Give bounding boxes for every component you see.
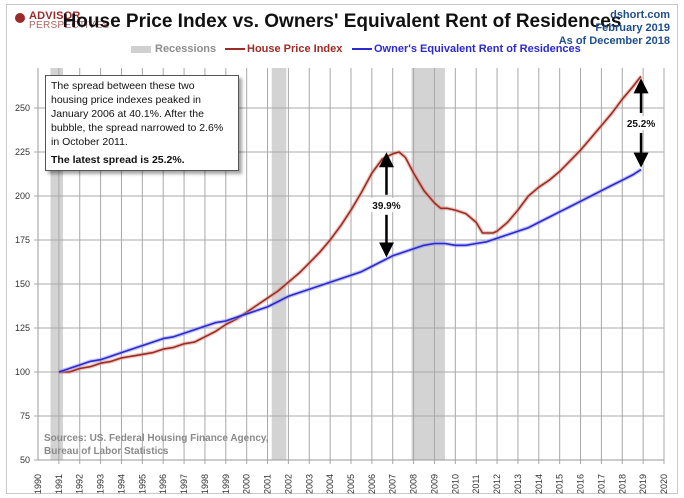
y-tick-label: 125: [15, 323, 30, 333]
spread-label: 25.2%: [627, 119, 655, 130]
x-tick-label: 2017: [596, 474, 606, 494]
x-tick-label: 2005: [346, 474, 356, 494]
x-tick-label: 1991: [54, 474, 64, 494]
x-tick-label: 2010: [450, 474, 460, 494]
y-tick-label: 225: [15, 147, 30, 157]
x-tick-label: 2016: [576, 474, 586, 494]
x-tick-label: 2009: [429, 474, 439, 494]
y-tick-label: 100: [15, 367, 30, 377]
x-tick-label: 1996: [158, 474, 168, 494]
x-tick-label: 2018: [617, 474, 627, 494]
series-glow: [58, 167, 643, 374]
x-tick-label: 2013: [513, 474, 523, 494]
spread-annotation-box: The spread between these two housing pri…: [45, 75, 239, 171]
legend-label-oer: Owner's Equivalent Rent of Residences: [374, 43, 581, 55]
recession-band: [411, 68, 445, 460]
spread-label: 39.9%: [372, 201, 400, 212]
x-tick-label: 2019: [638, 474, 648, 494]
series-owners-equivalent-rent: [58, 168, 642, 373]
logo-line2: PERSPECTIVES: [29, 20, 110, 31]
x-tick-label: 1998: [200, 474, 210, 494]
annotation-text: The spread between these two housing pri…: [51, 80, 224, 148]
x-tick-label: 2012: [492, 474, 502, 494]
y-tick-label: 175: [15, 235, 30, 245]
x-tick-label: 2000: [242, 474, 252, 494]
y-tick-label: 75: [20, 411, 30, 421]
x-tick-label: 1993: [96, 474, 106, 494]
x-tick-label: 2015: [555, 474, 565, 494]
recession-swatch: [131, 45, 151, 53]
x-tick-label: 2004: [325, 474, 335, 494]
y-tick-label: 150: [15, 279, 30, 289]
source-site: dshort.com: [610, 9, 670, 21]
x-tick-label: 2020: [659, 474, 669, 494]
x-tick-label: 2001: [263, 474, 273, 494]
x-tick-label: 1999: [221, 474, 231, 494]
legend-item-hpi: House Price Index: [225, 43, 342, 55]
logo-line1: ADVISOR: [29, 10, 81, 22]
legend-label-hpi: House Price Index: [247, 43, 343, 55]
legend-item-oer: Owner's Equivalent Rent of Residences: [352, 43, 581, 55]
x-tick-label: 2006: [367, 474, 377, 494]
legend-label-recessions: Recessions: [155, 43, 217, 55]
compass-icon: [15, 13, 25, 23]
x-tick-label: 2011: [471, 474, 481, 493]
x-tick-label: 1990: [33, 474, 43, 494]
legend-item-recessions: Recessions: [131, 43, 216, 55]
x-tick-label: 1995: [137, 474, 147, 494]
x-tick-label: 1992: [75, 474, 85, 494]
x-tick-label: 2008: [409, 474, 419, 494]
as-of-date: As of December 2018: [558, 35, 670, 47]
legend: Recessions House Price Index Owner's Equ…: [0, 41, 684, 57]
x-tick-label: 1997: [179, 474, 189, 494]
spread-label-bg: [369, 197, 404, 212]
spread-label-bg: [624, 115, 659, 130]
advisor-perspectives-logo: ADVISOR PERSPECTIVES: [15, 10, 110, 31]
x-tick-label: 2002: [283, 474, 293, 494]
publish-date: February 2019: [595, 22, 670, 34]
x-tick-label: 2014: [534, 474, 544, 494]
hpi-swatch: [225, 48, 245, 50]
x-tick-label: 2003: [304, 474, 314, 494]
x-tick-label: 1994: [116, 474, 126, 494]
sources-line1: Sources: US. Federal Housing Finance Age…: [44, 433, 269, 444]
y-tick-label: 200: [15, 191, 30, 201]
sources-note: Sources: US. Federal Housing Finance Age…: [44, 432, 269, 458]
chart-title: House Price Index vs. Owners' Equivalent…: [62, 11, 622, 32]
x-tick-label: 2007: [388, 474, 398, 494]
series-house-price-index: [58, 75, 642, 373]
y-tick-label: 50: [20, 455, 30, 465]
oer-swatch: [352, 48, 372, 50]
annotation-bold-text: The latest spread is 25.2%.: [51, 154, 185, 166]
chart-meta: dshort.com February 2019 As of December …: [559, 9, 670, 48]
sources-line2: Bureau of Labor Statistics: [44, 446, 169, 457]
y-tick-label: 250: [15, 103, 30, 113]
recession-band: [271, 68, 287, 460]
